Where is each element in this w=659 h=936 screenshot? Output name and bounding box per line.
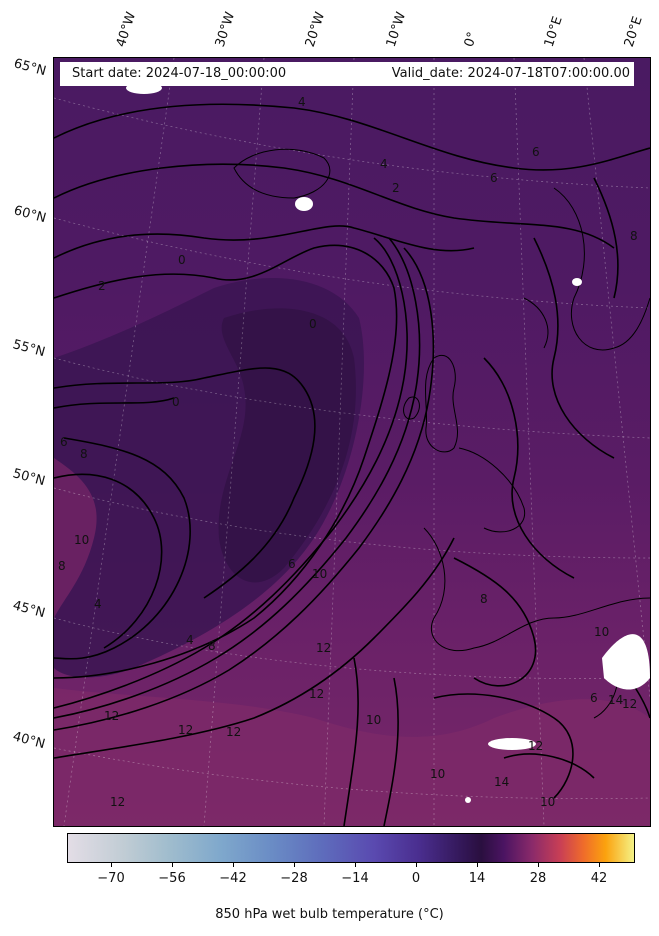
contour-label: 6 (590, 691, 598, 705)
colorbar-tick (477, 862, 478, 867)
contour-label: 4 (380, 157, 388, 171)
lon-label-10w: 10°W (383, 10, 410, 49)
contour-label: 10 (540, 795, 555, 809)
contour-label: 10 (312, 567, 327, 581)
contour-label: 12 (104, 709, 119, 723)
contour-label: 12 (316, 641, 331, 655)
map-canvas: 4 6 4 2 6 8 0 2 0 0 6 8 10 8 4 4 8 6 10 … (54, 58, 650, 826)
colorbar-label: 14 (468, 871, 486, 886)
colorbar-label: 42 (590, 871, 608, 886)
colorbar-tick (294, 862, 295, 867)
lat-label-40n: 40°N (11, 729, 47, 753)
contour-label: 14 (608, 693, 623, 707)
colorbar-label: 28 (529, 871, 547, 886)
lat-label-55n: 55°N (11, 337, 47, 361)
lon-label-20w: 20°W (302, 10, 329, 49)
contour-label: 2 (392, 181, 400, 195)
colorbar-tick (111, 862, 112, 867)
contour-label: 12 (622, 697, 637, 711)
contour-label: 6 (60, 435, 68, 449)
lat-label-60n: 60°N (12, 203, 48, 227)
graticule (54, 58, 650, 826)
warm-region-2 (54, 458, 97, 618)
lat-label-65n: 65°N (12, 56, 48, 80)
contour-label: 10 (594, 625, 609, 639)
lon-label-0: 0° (461, 30, 481, 49)
contour-label: 4 (186, 633, 194, 647)
colorbar-tick (355, 862, 356, 867)
contour-label: 4 (298, 95, 306, 109)
contour-label: 8 (208, 639, 216, 653)
contour-label: 4 (94, 597, 102, 611)
contour-label: 6 (490, 171, 498, 185)
contour-label: 10 (74, 533, 89, 547)
colorbar-tick (538, 862, 539, 867)
colorbar (67, 833, 635, 863)
colorbar-tick (416, 862, 417, 867)
contour-label: 6 (532, 145, 540, 159)
contour-label: 12 (110, 795, 125, 809)
colorbar-label: −14 (341, 871, 369, 886)
contour-label: 12 (528, 739, 543, 753)
cold-core-inner (218, 308, 356, 583)
contour-label: 10 (430, 767, 445, 781)
contour-label: 12 (226, 725, 241, 739)
colorbar-label: −42 (219, 871, 247, 886)
contour-label: 8 (58, 559, 66, 573)
map-panel: 4 6 4 2 6 8 0 2 0 0 6 8 10 8 4 4 8 6 10 … (53, 57, 651, 827)
contour-value-labels: 4 6 4 2 6 8 0 2 0 0 6 8 10 8 4 4 8 6 10 … (58, 95, 638, 809)
lon-label-20e: 20°E (621, 14, 646, 50)
colorbar-label: −28 (280, 871, 308, 886)
contour-label: 12 (178, 723, 193, 737)
contour-label: 8 (80, 447, 88, 461)
colorbar-label: −56 (158, 871, 186, 886)
contour-label: 6 (288, 557, 296, 571)
colorbar-tick (599, 862, 600, 867)
contour-label: 0 (178, 253, 186, 267)
coastlines (233, 148, 650, 719)
colorbar-label: 0 (411, 871, 421, 886)
contour-label: 2 (98, 279, 106, 293)
contour-label: 14 (494, 775, 509, 789)
contour-label: 0 (309, 317, 317, 331)
colorbar-title: 850 hPa wet bulb temperature (°C) (215, 907, 444, 922)
warm-region (54, 688, 650, 826)
colorbar-label: −70 (97, 871, 125, 886)
contour-label: 0 (172, 395, 180, 409)
start-date: Start date: 2024-07-18_00:00:00 (72, 66, 287, 81)
lon-label-30w: 30°W (212, 10, 239, 49)
contour-lines (54, 103, 650, 826)
lon-label-40w: 40°W (113, 10, 140, 49)
lat-label-50n: 50°N (11, 466, 47, 490)
colorbar-tick (172, 862, 173, 867)
contour-label: 12 (309, 687, 324, 701)
date-header: Start date: 2024-07-18_00:00:00 Valid_da… (60, 62, 634, 86)
lat-label-45n: 45°N (11, 598, 47, 622)
contour-label: 8 (630, 229, 638, 243)
valid-date: Valid_date: 2024-07-18T07:00:00.00 (391, 66, 630, 81)
contour-label: 8 (480, 592, 488, 606)
contour-label: 10 (366, 713, 381, 727)
colorbar-tick (233, 862, 234, 867)
lon-label-10e: 10°E (541, 14, 566, 50)
